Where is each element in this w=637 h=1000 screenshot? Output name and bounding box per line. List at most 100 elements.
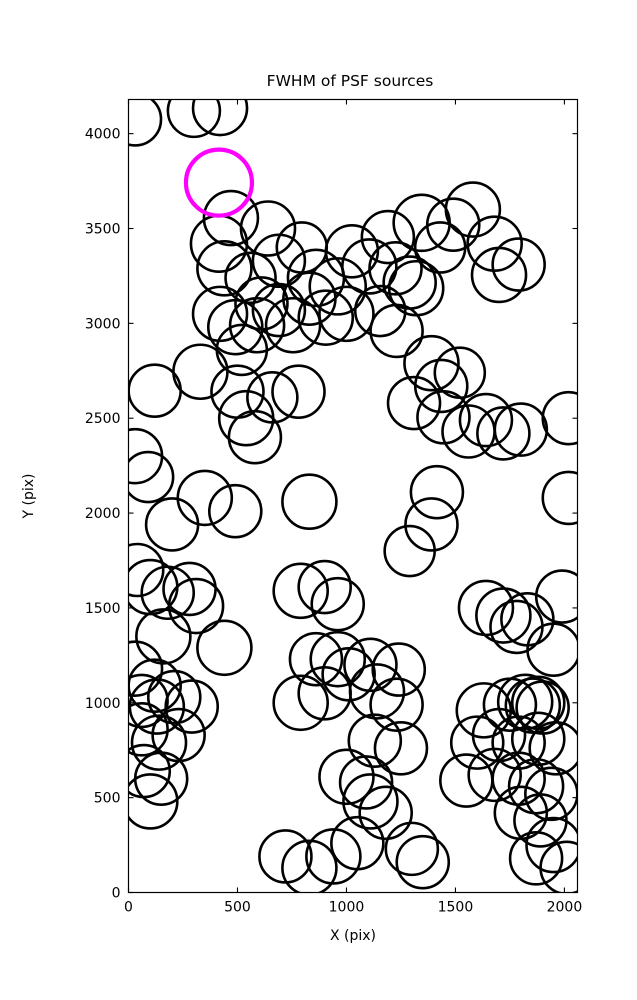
psf-source-circle <box>493 402 549 457</box>
psf-source-circle <box>251 233 307 289</box>
psf-source-circle <box>191 99 249 137</box>
psf-source-circle <box>191 285 249 343</box>
chart-title: FWHM of PSF sources <box>267 72 434 90</box>
psf-source-circle <box>297 559 352 615</box>
psf-source-circle <box>541 390 578 446</box>
axes-frame-top <box>127 98 579 894</box>
psf-source-circle <box>341 238 398 295</box>
psf-source-circle <box>318 748 375 806</box>
reference-fwhm-marker <box>183 147 255 218</box>
x-tick-label: 0 <box>124 900 133 916</box>
psf-source-circle <box>272 562 329 620</box>
psf-source-circle <box>308 257 368 316</box>
y-tick-label: 1500 <box>85 601 121 617</box>
psf-source-circles <box>128 99 578 893</box>
psf-source-circle <box>258 829 313 884</box>
psf-source-circle <box>425 197 481 253</box>
psf-source-circle <box>534 569 578 624</box>
psf-source-circle <box>384 821 440 877</box>
x-tick-label: 1500 <box>438 900 474 916</box>
psf-source-circle <box>338 755 394 810</box>
psf-source-circle <box>373 721 429 776</box>
psf-source-circle <box>321 647 376 702</box>
psf-source-circle <box>281 473 338 530</box>
psf-source-circle <box>342 773 399 830</box>
psf-source-circle <box>386 375 442 431</box>
psf-source-circle <box>130 714 188 771</box>
psf-source-circle <box>404 497 459 552</box>
psf-source-circle <box>526 622 578 677</box>
psf-source-circle <box>467 747 522 803</box>
psf-source-circle <box>371 642 427 697</box>
psf-source-circle <box>383 524 436 578</box>
psf-source-circle <box>347 713 403 769</box>
x-tick-label: 2000 <box>547 900 583 916</box>
psf-source-circle <box>387 259 445 317</box>
psf-source-circle <box>128 450 175 504</box>
plot-axes <box>127 98 579 894</box>
psf-source-circle <box>449 715 505 770</box>
psf-source-circle <box>395 834 451 890</box>
psf-source-circle <box>272 674 329 732</box>
psf-source-circle <box>128 773 179 830</box>
psf-source-circle <box>348 663 406 720</box>
psf-source-circle <box>455 682 513 739</box>
psf-source-circle <box>403 334 460 392</box>
x-axis-label: X (pix) <box>330 928 376 944</box>
psf-source-circle <box>343 637 398 693</box>
psf-source-circle <box>167 577 225 635</box>
psf-source-circle <box>135 608 192 665</box>
psf-source-circle <box>508 831 564 886</box>
psf-source-circle <box>458 392 514 448</box>
psf-source-circle <box>541 470 578 526</box>
psf-source-circle <box>251 282 307 338</box>
y-tick-label: 3500 <box>85 222 121 238</box>
psf-source-circle <box>524 766 578 822</box>
psf-source-circle <box>358 785 413 841</box>
y-axis-label: Y (pix) <box>21 474 37 520</box>
reference-fwhm-circle <box>183 147 255 218</box>
y-tick-label: 0 <box>112 886 121 902</box>
psf-source-circle <box>264 296 322 354</box>
psf-source-circle <box>288 631 344 687</box>
psf-source-circle <box>475 587 532 644</box>
psf-source-circle <box>144 497 200 552</box>
psf-source-circle <box>416 389 471 445</box>
psf-source-circle <box>166 99 222 139</box>
y-tick-label: 3000 <box>85 316 121 332</box>
psf-source-circle <box>227 409 283 465</box>
psf-source-circle <box>310 576 366 632</box>
psf-source-circle <box>176 469 234 527</box>
psf-source-circle <box>239 200 297 257</box>
psf-source-circle <box>368 241 423 296</box>
y-tick-label: 2500 <box>85 411 121 427</box>
psf-source-circle <box>476 406 531 461</box>
psf-source-circle <box>281 839 338 893</box>
psf-source-circle <box>128 99 163 147</box>
y-tick-label: 1000 <box>85 696 121 712</box>
psf-source-circle <box>309 630 367 688</box>
psf-source-circle <box>413 358 469 414</box>
psf-source-circle <box>318 285 375 343</box>
psf-source-circle <box>140 565 196 621</box>
psf-source-circle <box>305 828 362 885</box>
y-tick-label: 4000 <box>85 127 121 143</box>
psf-source-circle <box>215 323 269 377</box>
x-tick-label: 1000 <box>329 900 365 916</box>
psf-source-circle <box>128 702 169 757</box>
psf-source-circle <box>360 209 416 265</box>
psf-source-circle <box>246 371 299 424</box>
psf-source-circle <box>369 677 424 732</box>
psf-source-circle <box>208 483 263 539</box>
psf-source-circle <box>409 464 465 520</box>
psf-source-circle <box>528 721 578 776</box>
psf-source-circle <box>510 711 566 767</box>
psf-source-circle <box>128 542 165 598</box>
psf-source-circle <box>224 251 277 305</box>
axes-frame <box>127 98 579 894</box>
y-tick-label: 2000 <box>85 506 121 522</box>
psf-source-circle <box>282 271 337 327</box>
x-tick-label: 500 <box>224 900 251 916</box>
